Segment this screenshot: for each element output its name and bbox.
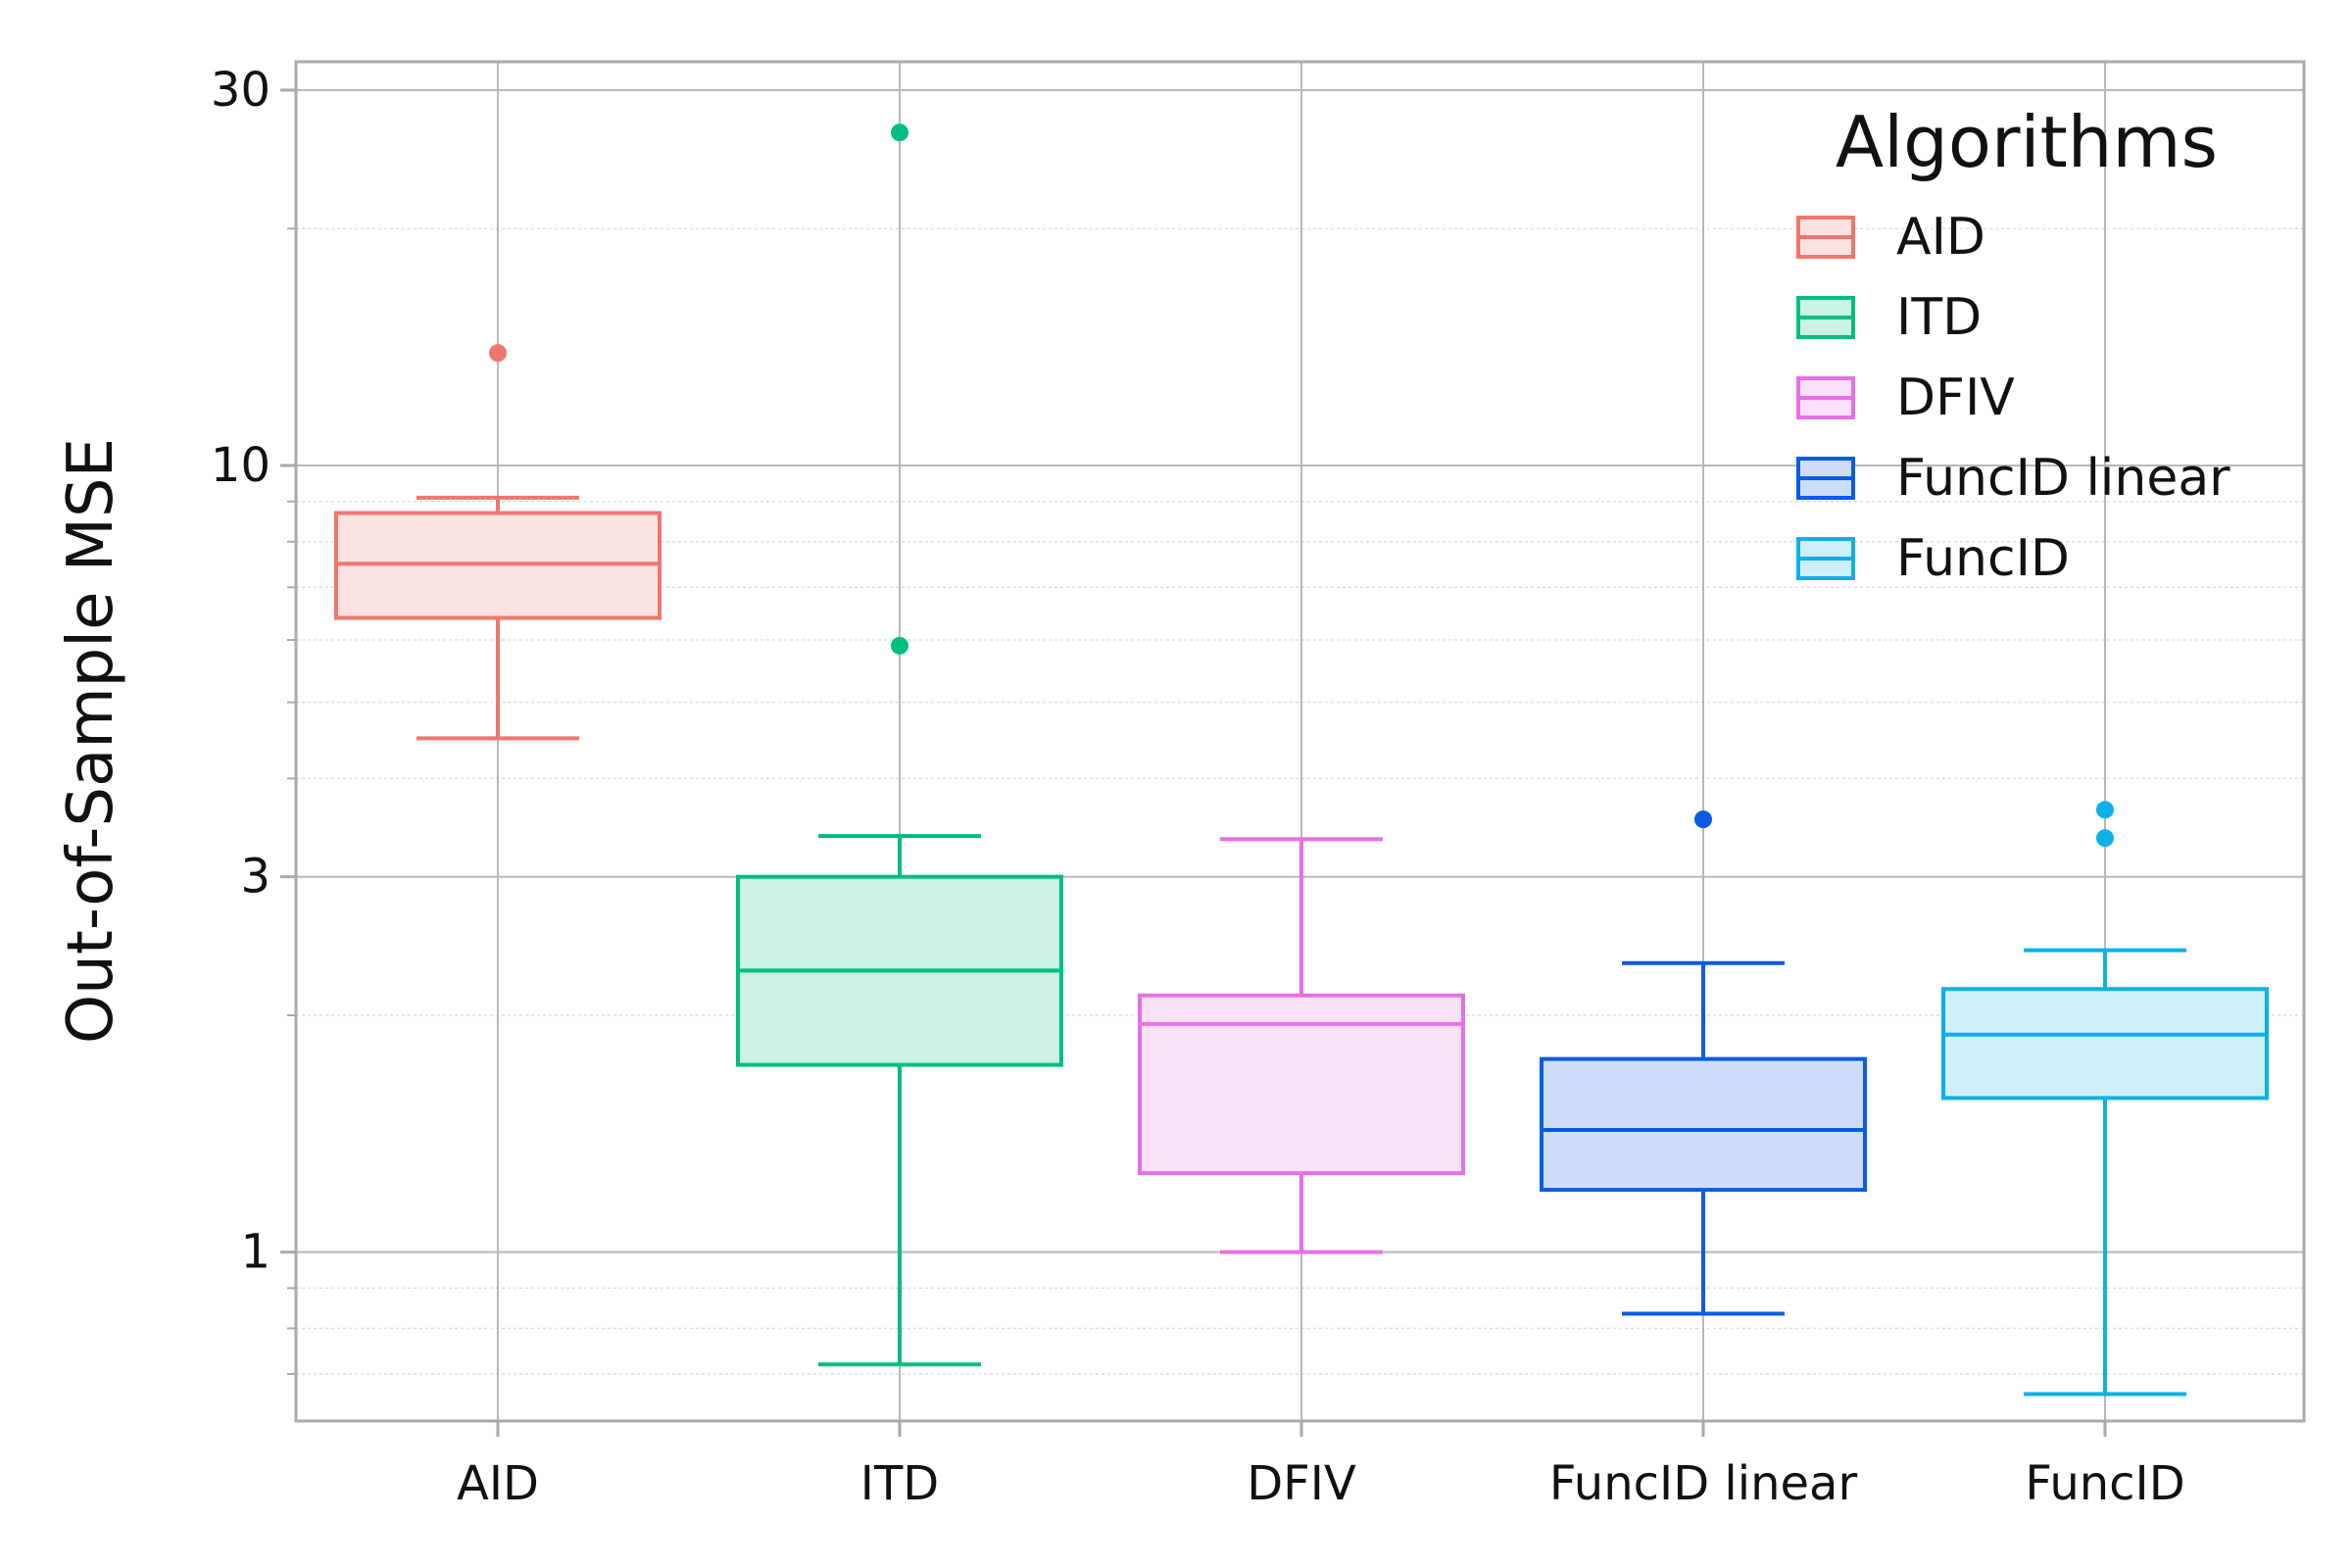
x-tick-label: ITD	[860, 1456, 939, 1511]
y-tick-label: 30	[211, 63, 270, 118]
legend-item-funcid: FuncID	[1796, 529, 2070, 588]
box-funcid	[1941, 801, 2269, 1396]
legend-items: AID ITD DFIV FuncID linear FuncID	[1796, 208, 2230, 588]
box-funcid-linear	[1540, 810, 1867, 1316]
legend-label: AID	[1896, 208, 1985, 267]
x-tick-label: FuncID	[2025, 1456, 2184, 1511]
legend-label: FuncID linear	[1896, 449, 2230, 508]
legend-title: Algorithms	[1836, 101, 2218, 183]
legend: Algorithms AID ITD DFIV FuncID linear FuncID	[1796, 101, 2230, 588]
outlier-point	[1694, 810, 1712, 829]
outlier-point	[2096, 829, 2114, 848]
box-iqr	[1540, 1056, 1867, 1193]
legend-item-aid: AID	[1796, 208, 1985, 267]
axes-layer: 1 3 10 30 AID ITD DFIV FuncID linear FuncID	[211, 63, 2185, 1511]
grid-layer	[296, 62, 2304, 1421]
box-iqr	[1941, 987, 2269, 1101]
legend-item-funcid-linear: FuncID linear	[1796, 449, 2230, 508]
outlier-point	[489, 344, 507, 363]
y-tick-label: 1	[240, 1225, 270, 1280]
outlier-point	[891, 123, 908, 142]
legend-label: ITD	[1896, 288, 1982, 347]
legend-label: FuncID	[1896, 529, 2070, 588]
legend-item-itd: ITD	[1796, 288, 1982, 347]
legend-label: DFIV	[1896, 368, 2015, 427]
outlier-point	[2096, 801, 2114, 819]
boxes-layer	[334, 123, 2269, 1396]
box-aid	[334, 344, 662, 741]
x-tick-label: DFIV	[1247, 1456, 1356, 1511]
y-tick-label: 3	[240, 850, 270, 905]
y-axis-label: Out-of-Sample MSE	[55, 438, 127, 1044]
outlier-point	[891, 636, 908, 655]
box-dfiv	[1138, 837, 1465, 1254]
y-tick-label: 10	[211, 438, 270, 493]
x-tick-label: AID	[457, 1456, 539, 1511]
x-tick-label: FuncID linear	[1549, 1456, 1858, 1511]
legend-item-dfiv: DFIV	[1796, 368, 2015, 427]
box-itd	[736, 123, 1063, 1367]
